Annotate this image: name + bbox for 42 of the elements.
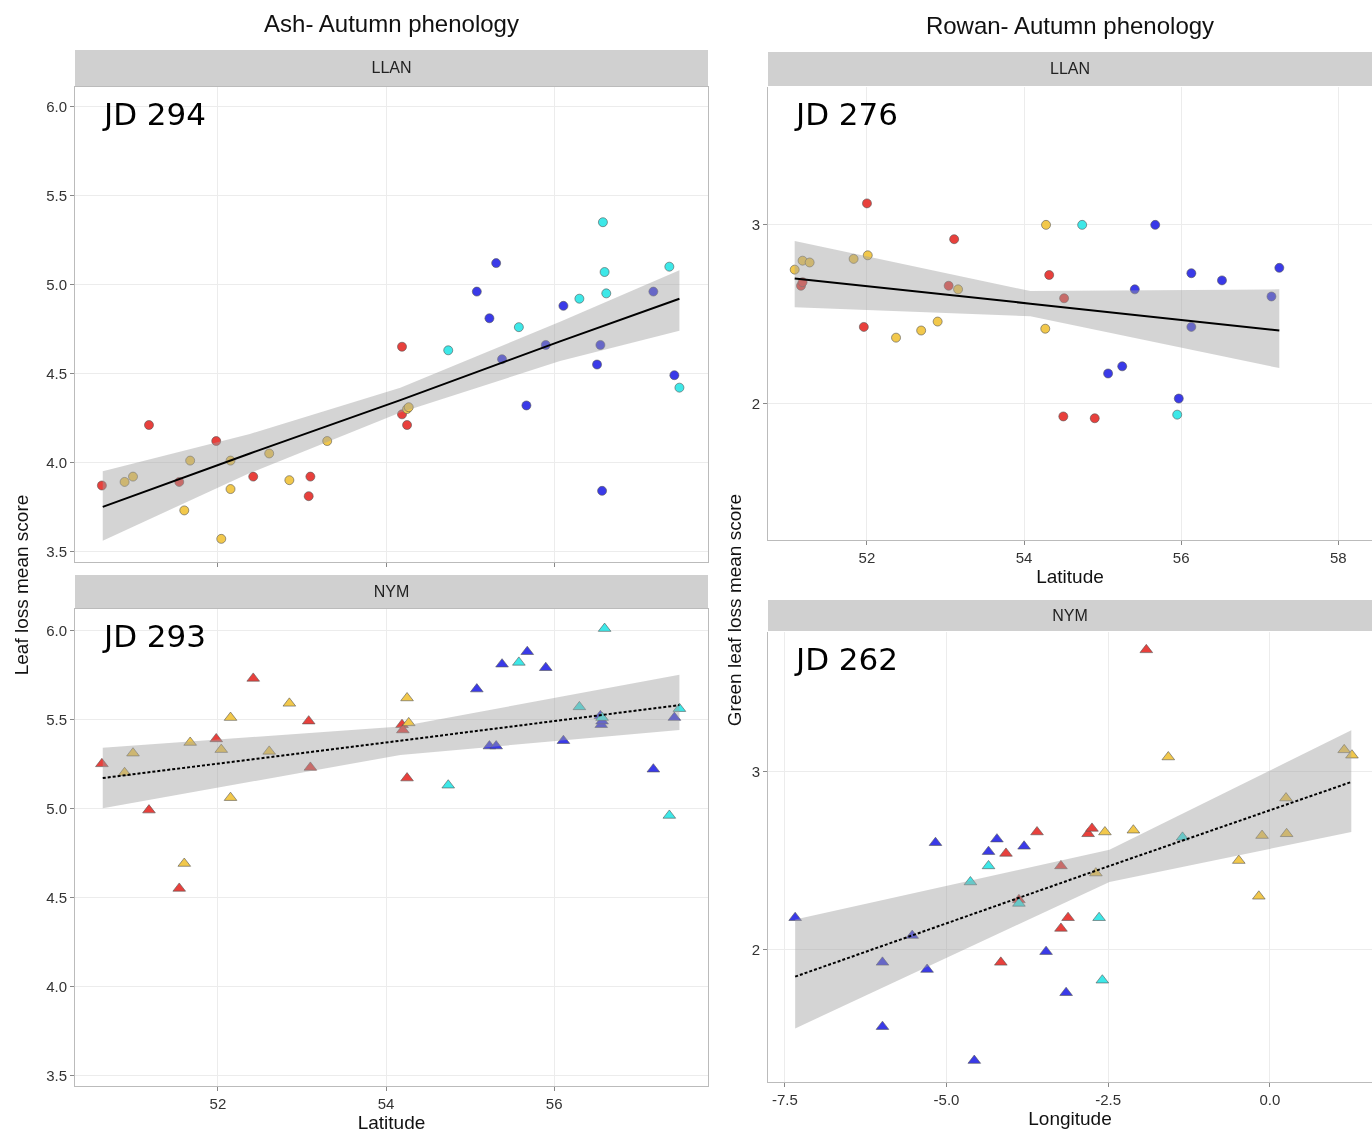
x-tick-label: 52 xyxy=(858,549,876,566)
y-tick-label: 6.0 xyxy=(46,97,67,115)
x-tick-label: -2.5 xyxy=(1095,1091,1122,1108)
y-tick-label: 4.0 xyxy=(46,453,67,471)
x-axis-title: Latitude xyxy=(1036,565,1104,587)
y-tick-label: 5.5 xyxy=(46,186,67,204)
annotation: JD 293 xyxy=(102,618,207,654)
y-tick-label: 3 xyxy=(751,216,760,234)
x-tick-label: 0.0 xyxy=(1259,1091,1281,1108)
x-tick-label: 54 xyxy=(377,1095,395,1112)
chart-title: Ash- Autumn phenology xyxy=(263,10,520,38)
x-axis-title: Latitude xyxy=(357,1112,426,1133)
y-axis-title: Leaf loss mean score xyxy=(11,494,33,676)
y-tick-label: 3.5 xyxy=(46,542,67,560)
y-tick-label: 6.0 xyxy=(46,621,67,639)
x-tick-label: -7.5 xyxy=(771,1091,798,1108)
x-tick-label: 58 xyxy=(1329,549,1347,566)
y-tick-label: 5.0 xyxy=(46,275,67,293)
y-axis-title: Green leaf loss mean score xyxy=(724,493,746,727)
y-tick-label: 2 xyxy=(751,395,760,413)
chart-title: Rowan- Autumn phenology xyxy=(924,12,1216,40)
annotation: JD 294 xyxy=(102,96,207,132)
y-tick-label: 4.5 xyxy=(46,888,67,906)
chart-title: NYM xyxy=(373,582,410,601)
chart-subtitle: LLAN xyxy=(1049,60,1091,78)
x-tick-label: 56 xyxy=(545,1095,563,1112)
y-tick-label: 5.0 xyxy=(46,799,67,817)
y-tick-label: 4.0 xyxy=(46,977,67,995)
x-tick-label: 52 xyxy=(209,1095,227,1112)
x-tick-label: 54 xyxy=(1015,549,1033,566)
annotation: JD 276 xyxy=(794,96,899,132)
chart-title: NYM xyxy=(1052,606,1088,625)
y-tick-label: 5.5 xyxy=(46,710,67,728)
x-tick-label: 56 xyxy=(1172,549,1190,566)
y-tick-label: 3.5 xyxy=(46,1066,67,1084)
annotation: JD 262 xyxy=(794,641,899,677)
chart-subtitle: LLAN xyxy=(371,59,412,77)
y-tick-label: 4.5 xyxy=(46,364,67,382)
x-tick-label: -5.0 xyxy=(933,1091,960,1108)
y-tick-label: 2 xyxy=(751,941,760,959)
y-tick-label: 3 xyxy=(751,762,760,780)
x-axis-title: Longitude xyxy=(1028,1108,1112,1129)
